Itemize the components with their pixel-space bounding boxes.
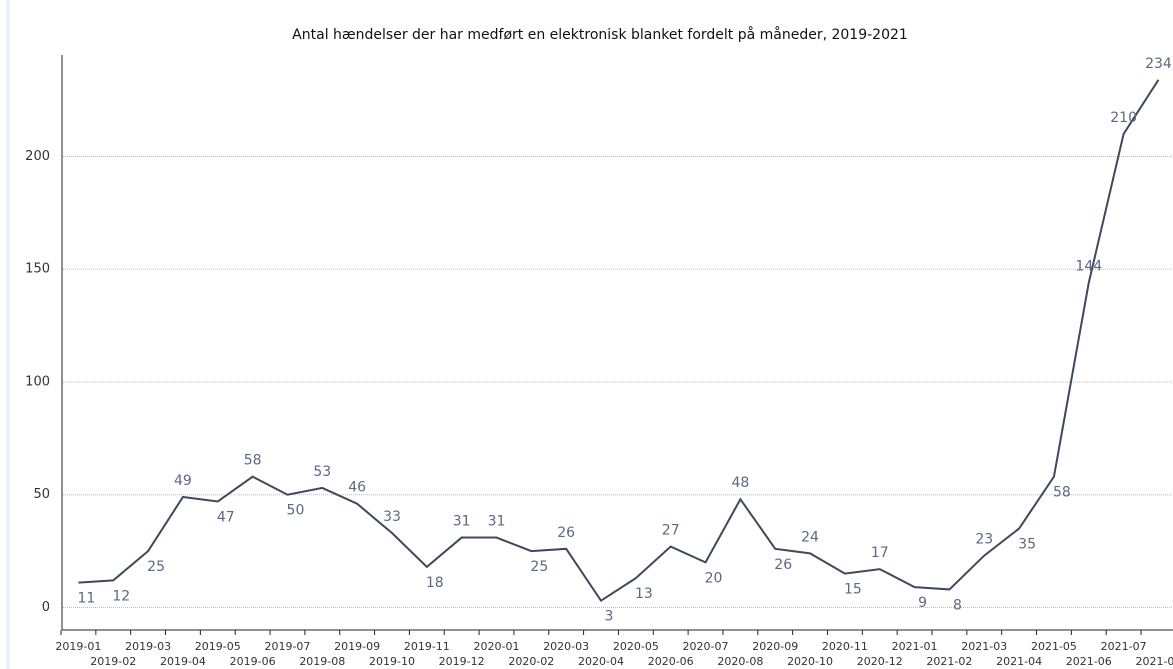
x-tick-label: 2021-04	[996, 655, 1042, 668]
data-label: 46	[348, 480, 366, 496]
x-tick-label: 2019-11	[404, 640, 450, 653]
x-tick-label: 2020-08	[717, 655, 763, 668]
y-tick-label: 0	[42, 600, 50, 615]
x-tick-label: 2020-04	[578, 655, 624, 668]
data-label: 27	[662, 523, 680, 539]
data-label: 50	[287, 503, 305, 519]
x-tick-label: 2020-09	[752, 640, 798, 653]
data-label: 25	[147, 559, 165, 575]
data-label: 31	[453, 514, 471, 530]
x-tick-label: 2020-02	[508, 655, 554, 668]
x-tick-label: 2019-09	[334, 640, 380, 653]
data-label: 26	[774, 557, 792, 573]
chart-title: Antal hændelser der har medført en elekt…	[292, 26, 908, 43]
x-tick-label: 2020-01	[474, 640, 520, 653]
data-label: 49	[174, 473, 192, 489]
data-label: 53	[313, 464, 331, 480]
x-tick-label: 2020-12	[857, 655, 903, 668]
data-label: 58	[1053, 485, 1071, 501]
y-tick-label: 200	[25, 149, 50, 164]
x-tick-label: 2019-03	[125, 640, 171, 653]
x-tick-label: 2021-01	[892, 640, 938, 653]
data-label: 24	[801, 529, 819, 545]
x-tick-label: 2019-05	[195, 640, 241, 653]
data-label: 210	[1110, 110, 1137, 126]
x-tick-label: 2020-11	[822, 640, 868, 653]
x-tick-label: 2021-07	[1101, 640, 1147, 653]
data-label: 35	[1018, 537, 1036, 553]
data-label: 9	[918, 595, 927, 611]
x-tick-label: 2021-02	[926, 655, 972, 668]
data-label: 8	[953, 597, 962, 613]
data-label: 26	[557, 525, 575, 541]
data-label: 12	[112, 588, 130, 604]
x-tick-label: 2019-08	[299, 655, 345, 668]
data-label: 144	[1075, 259, 1102, 275]
data-label: 47	[217, 509, 235, 525]
x-tick-label: 2019-04	[160, 655, 206, 668]
data-label: 15	[844, 582, 862, 598]
data-label: 23	[975, 532, 993, 548]
data-label: 25	[530, 559, 548, 575]
x-tick-label: 2019-12	[439, 655, 485, 668]
data-label: 234	[1145, 56, 1172, 72]
data-label: 58	[244, 453, 262, 469]
x-tick-label: 2020-03	[543, 640, 589, 653]
data-label: 13	[635, 586, 653, 602]
data-label: 20	[705, 570, 723, 586]
y-tick-label: 50	[33, 487, 50, 502]
x-tick-label: 2020-07	[683, 640, 729, 653]
data-label: 17	[871, 545, 889, 561]
x-tick-label: 2021-03	[961, 640, 1007, 653]
x-tick-label: 2020-10	[787, 655, 833, 668]
data-label: 33	[383, 509, 401, 525]
x-tick-label: 2019-02	[90, 655, 136, 668]
x-tick-label: 2019-07	[264, 640, 310, 653]
x-tick-label: 2021-05	[1031, 640, 1077, 653]
x-tick-label: 2019-01	[55, 640, 101, 653]
data-label: 18	[426, 575, 444, 591]
data-label: 3	[605, 609, 614, 625]
data-label: 31	[488, 514, 506, 530]
y-tick-label: 100	[25, 374, 50, 389]
data-label: 11	[78, 591, 96, 607]
data-label: 48	[731, 475, 749, 491]
y-tick-label: 150	[25, 262, 50, 277]
line	[78, 79, 1160, 603]
x-tick-label: 2019-06	[230, 655, 276, 668]
x-tick-label: 2020-05	[613, 640, 659, 653]
x-tick-label: 2019-10	[369, 655, 415, 668]
x-tick-label: 2021-08	[1135, 655, 1173, 668]
x-tick-label: 2020-06	[648, 655, 694, 668]
x-tick-label: 2021-06	[1066, 655, 1112, 668]
